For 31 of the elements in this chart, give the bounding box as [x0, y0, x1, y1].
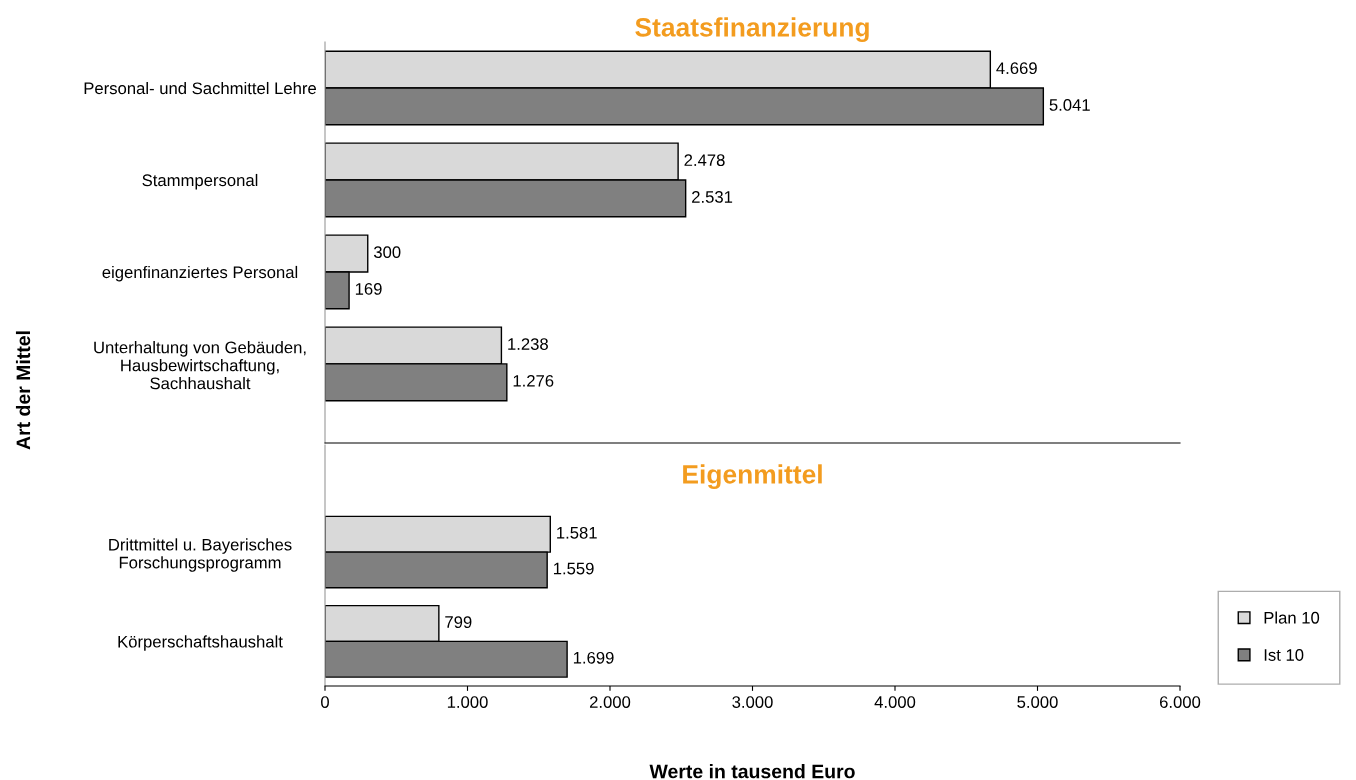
data-label: 1.238 [508, 338, 548, 350]
y-tick-label: eigenfinanziertes Personal [102, 265, 298, 282]
data-label: 1.559 [553, 562, 594, 575]
legend-label: Ist 10 [1264, 649, 1304, 661]
x-tick-label: 3.000 [732, 696, 773, 708]
data-label: 1.581 [557, 526, 597, 539]
x-tick-label: 5.000 [1017, 696, 1058, 708]
chart-title: Staatsfinanzierung [635, 17, 869, 42]
y-tick-label: Unterhaltung von Gebäuden, Hausbewirtschaftung, Sachhaushalt [94, 341, 306, 390]
y-tick-label: Stammpersonal [142, 173, 258, 190]
data-label: 2.478 [684, 154, 725, 167]
text: Eigenmittel [683, 464, 822, 489]
x-tick-label: 1.000 [447, 696, 488, 708]
data-label: 1.276 [513, 374, 554, 387]
y-axis-title: Art der Mittel [15, 331, 31, 450]
y-tick-label: Körperschaftshaushalt [118, 635, 283, 651]
x-tick-label: 6.000 [1159, 696, 1201, 708]
x-axis-title: Werte in tausend Euro [649, 764, 855, 779]
data-label: 2.531 [692, 191, 733, 203]
x-tick-label: 0 [321, 696, 329, 708]
data-label: 4.669 [996, 62, 1037, 75]
data-label: 1.699 [573, 651, 614, 664]
data-label: 169 [355, 283, 382, 295]
y-tick-label: Personal- und Sachmittel Lehre [84, 81, 316, 95]
data-label: 799 [445, 616, 472, 628]
y-tick-label: Drittmittel u. Bayerisches Forschungsprogramm [109, 538, 292, 572]
data-label: 5.041 [1049, 99, 1090, 111]
x-tick-label: 2.000 [589, 696, 631, 708]
x-tick-label: 4.000 [874, 696, 916, 708]
data-label: 300 [373, 246, 401, 259]
legend-label: Plan 10 [1264, 611, 1320, 624]
